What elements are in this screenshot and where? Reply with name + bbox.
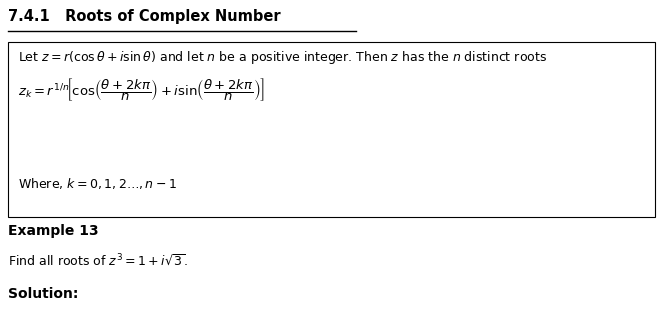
Bar xyxy=(8,42,655,217)
Text: Let $z = r(\cos\theta + i\sin\theta)$ and let $n$ be a positive integer. Then $z: Let $z = r(\cos\theta + i\sin\theta)$ an… xyxy=(18,49,547,66)
Text: Where, $k = 0,1, 2\ldots,n-1$: Where, $k = 0,1, 2\ldots,n-1$ xyxy=(18,176,177,191)
Text: Solution:: Solution: xyxy=(8,287,78,301)
Text: Find all roots of $z^3 = 1+i\sqrt{3}$.: Find all roots of $z^3 = 1+i\sqrt{3}$. xyxy=(8,253,188,268)
Text: $z_k = r^{1/n}\!\left[\cos\!\left(\dfrac{\theta + 2k\pi}{n}\right)+i\sin\!\left(: $z_k = r^{1/n}\!\left[\cos\!\left(\dfrac… xyxy=(18,76,265,103)
Text: Example 13: Example 13 xyxy=(8,224,99,238)
Text: 7.4.1   Roots of Complex Number: 7.4.1 Roots of Complex Number xyxy=(8,9,281,24)
